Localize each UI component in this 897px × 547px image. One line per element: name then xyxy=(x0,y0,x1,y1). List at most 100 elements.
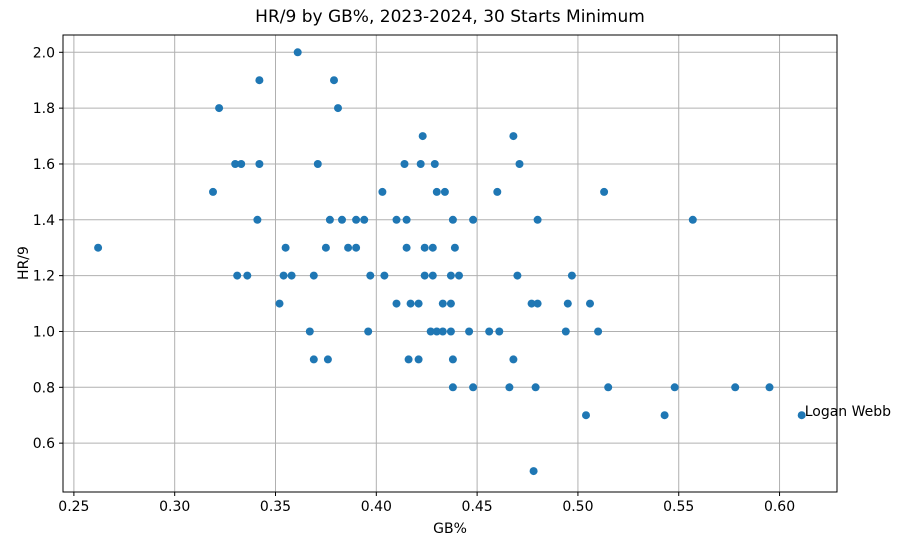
data-point xyxy=(275,299,284,308)
data-point xyxy=(505,383,514,392)
data-point xyxy=(309,355,318,364)
data-point xyxy=(529,467,538,476)
data-point xyxy=(253,215,262,224)
data-point xyxy=(323,355,332,364)
data-point xyxy=(400,160,409,168)
data-point xyxy=(406,299,415,308)
data-point xyxy=(287,271,296,280)
data-point xyxy=(440,187,449,196)
y-axis-label: HR/9 xyxy=(16,246,32,280)
data-point xyxy=(255,76,264,85)
data-point xyxy=(688,215,697,224)
data-point xyxy=(428,271,437,280)
x-axis-label: GB% xyxy=(433,521,467,537)
data-point xyxy=(426,327,435,336)
data-point xyxy=(325,215,334,224)
data-point xyxy=(243,271,252,280)
y-tick-label: 1.6 xyxy=(33,157,55,173)
data-point xyxy=(604,383,613,392)
data-point xyxy=(360,215,369,224)
data-point xyxy=(533,299,542,308)
data-point xyxy=(765,383,774,392)
y-tick-label: 0.8 xyxy=(33,380,55,396)
y-tick-label: 1.2 xyxy=(33,269,55,285)
data-point xyxy=(527,299,536,308)
data-point xyxy=(465,327,474,336)
data-point xyxy=(594,327,603,336)
data-point xyxy=(334,104,342,113)
data-point xyxy=(495,327,504,336)
data-point xyxy=(586,299,594,308)
data-point xyxy=(432,327,441,336)
data-point xyxy=(215,104,224,113)
data-point xyxy=(670,383,679,392)
data-point xyxy=(352,215,361,224)
data-point xyxy=(513,271,522,280)
data-point xyxy=(380,271,389,280)
data-point xyxy=(352,243,361,252)
data-point xyxy=(448,383,457,392)
data-point xyxy=(344,243,353,252)
data-point xyxy=(293,48,302,57)
data-point xyxy=(209,187,217,196)
x-tick-label: 0.25 xyxy=(58,499,89,515)
x-tick-label: 0.60 xyxy=(764,499,795,515)
data-point xyxy=(438,327,447,336)
data-point xyxy=(414,299,423,308)
data-point xyxy=(493,187,502,196)
data-point xyxy=(567,271,576,280)
data-point xyxy=(233,271,242,280)
data-point xyxy=(428,243,437,252)
x-tick-label: 0.50 xyxy=(562,499,593,515)
data-point xyxy=(94,243,103,252)
data-point xyxy=(414,355,423,364)
data-point xyxy=(366,271,375,280)
data-point xyxy=(448,215,457,224)
data-point xyxy=(420,243,429,252)
y-tick-label: 0.6 xyxy=(33,436,55,452)
data-point xyxy=(582,411,590,420)
data-point xyxy=(563,299,572,308)
annotation-logan-webb: Logan Webb xyxy=(805,404,891,420)
data-point xyxy=(469,215,478,224)
data-point xyxy=(446,271,455,280)
chart-title: HR/9 by GB%, 2023-2024, 30 Starts Minimu… xyxy=(255,7,645,27)
data-point xyxy=(378,187,387,196)
y-tick-label: 2.0 xyxy=(33,45,55,61)
data-point xyxy=(446,299,455,308)
data-point xyxy=(438,299,447,308)
data-point xyxy=(402,243,411,252)
data-point xyxy=(305,327,314,336)
data-point xyxy=(515,160,524,168)
data-point xyxy=(797,411,806,420)
data-point xyxy=(533,215,542,224)
data-point xyxy=(509,132,518,141)
data-point xyxy=(450,243,459,252)
data-point xyxy=(416,160,425,168)
data-point xyxy=(432,187,441,196)
data-point xyxy=(338,215,346,224)
data-point xyxy=(469,383,478,392)
x-tick-label: 0.35 xyxy=(260,499,291,515)
y-tick-label: 1.4 xyxy=(33,213,55,229)
plot-border xyxy=(62,34,838,493)
data-point xyxy=(561,327,570,336)
data-point xyxy=(309,271,318,280)
x-tick-label: 0.30 xyxy=(159,499,190,515)
data-point xyxy=(364,327,373,336)
data-point xyxy=(392,215,401,224)
data-point xyxy=(485,327,494,336)
data-point xyxy=(509,355,518,364)
data-point xyxy=(330,76,338,85)
data-point xyxy=(402,215,411,224)
x-tick-label: 0.55 xyxy=(663,499,694,515)
data-point xyxy=(281,243,290,252)
data-point xyxy=(600,187,609,196)
data-point xyxy=(231,160,240,168)
data-point xyxy=(531,383,540,392)
y-tick-label: 1.0 xyxy=(33,324,55,340)
y-tick-label: 1.8 xyxy=(33,101,55,117)
data-point xyxy=(430,160,439,168)
